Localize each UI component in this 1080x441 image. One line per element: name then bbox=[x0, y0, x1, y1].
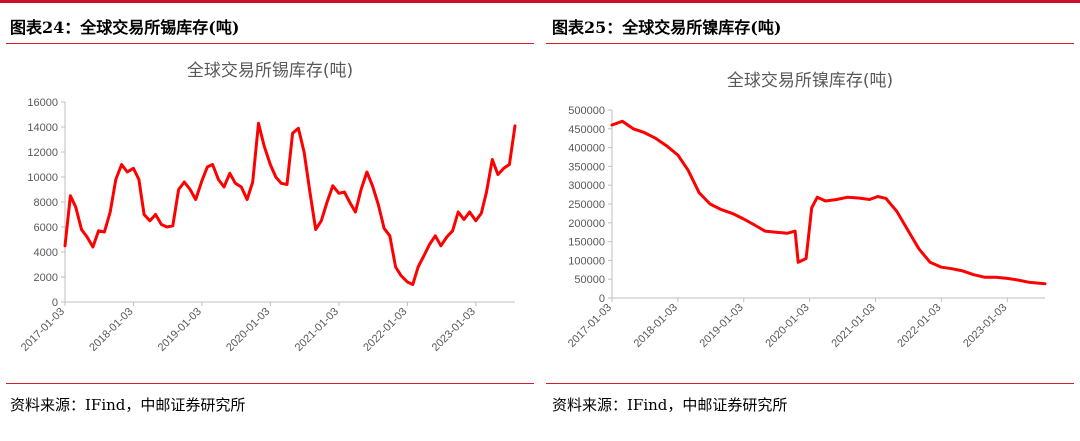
figure-title: 图表24：全球交易所锡库存(吨) bbox=[10, 18, 240, 37]
y-tick-label: 0 bbox=[52, 297, 58, 309]
figure-title: 图表25：全球交易所镍库存(吨) bbox=[552, 18, 782, 37]
source-separator bbox=[546, 383, 1074, 384]
x-tick-label: 2022-01-03 bbox=[895, 302, 943, 350]
x-tick-label: 2021-01-03 bbox=[829, 302, 877, 350]
x-tick-label: 2020-01-03 bbox=[763, 302, 811, 350]
x-tick-label: 2023-01-03 bbox=[430, 306, 478, 354]
x-tick-label: 2019-01-03 bbox=[698, 302, 746, 350]
x-tick-label: 2018-01-03 bbox=[87, 306, 135, 354]
y-tick-label: 50000 bbox=[574, 274, 605, 286]
y-tick-label: 100000 bbox=[568, 255, 605, 267]
y-tick-label: 16000 bbox=[27, 97, 58, 109]
nickel-inventory-panel: 图表25：全球交易所镍库存(吨) 全球交易所镍库存(吨) 0 50000 100000… bbox=[540, 0, 1080, 441]
y-tick-label: 150000 bbox=[568, 237, 605, 249]
y-tick-label: 250000 bbox=[568, 199, 605, 211]
y-tick-label: 450000 bbox=[568, 124, 605, 136]
y-tick-label: 14000 bbox=[27, 122, 58, 134]
y-tick-label: 0 bbox=[599, 293, 605, 305]
source-separator bbox=[6, 383, 534, 384]
tin-inventory-panel: 图表24：全球交易所锡库存(吨) 全球交易所锡库存(吨) 0 2000 4000 600… bbox=[6, 18, 534, 414]
x-tick-label: 2017-01-03 bbox=[566, 302, 614, 350]
y-tick-label: 200000 bbox=[568, 218, 605, 230]
y-tick-label: 500000 bbox=[568, 105, 605, 117]
chart-title: 全球交易所镍库存(吨) bbox=[727, 71, 893, 91]
title-separator bbox=[546, 43, 1074, 44]
x-tick-label: 2022-01-03 bbox=[361, 306, 409, 354]
x-tick-label: 2018-01-03 bbox=[632, 302, 680, 350]
y-tick-label: 12000 bbox=[27, 147, 58, 159]
y-tick-label: 2000 bbox=[34, 272, 58, 284]
series-line bbox=[63, 121, 517, 286]
tin-inventory-chart: 全球交易所锡库存(吨) 0 2000 4000 6000 8000 10000 12000 14… bbox=[19, 61, 517, 354]
source-note: 资料来源：IFind，中邮证券研究所 bbox=[552, 396, 788, 414]
y-tick-label: 8000 bbox=[34, 197, 58, 209]
x-tick-label: 2017-01-03 bbox=[19, 306, 67, 354]
y-tick-label: 400000 bbox=[568, 143, 605, 155]
x-tick-label: 2020-01-03 bbox=[224, 306, 272, 354]
chart-title: 全球交易所锡库存(吨) bbox=[187, 61, 353, 81]
x-tick-label: 2019-01-03 bbox=[156, 306, 204, 354]
title-separator bbox=[6, 43, 534, 44]
y-tick-label: 300000 bbox=[568, 180, 605, 192]
y-tick-label: 10000 bbox=[27, 172, 58, 184]
top-accent-line bbox=[0, 0, 1080, 3]
nickel-inventory-chart: 全球交易所镍库存(吨) 0 50000 100000 150000 200000 25000… bbox=[566, 71, 1047, 350]
x-tick-label: 2021-01-03 bbox=[293, 306, 341, 354]
source-note: 资料来源：IFind，中邮证券研究所 bbox=[10, 396, 246, 414]
series-line bbox=[610, 119, 1047, 286]
y-tick-label: 6000 bbox=[34, 222, 58, 234]
y-tick-label: 350000 bbox=[568, 161, 605, 173]
x-tick-label: 2023-01-03 bbox=[961, 302, 1009, 350]
y-tick-label: 4000 bbox=[34, 247, 58, 259]
